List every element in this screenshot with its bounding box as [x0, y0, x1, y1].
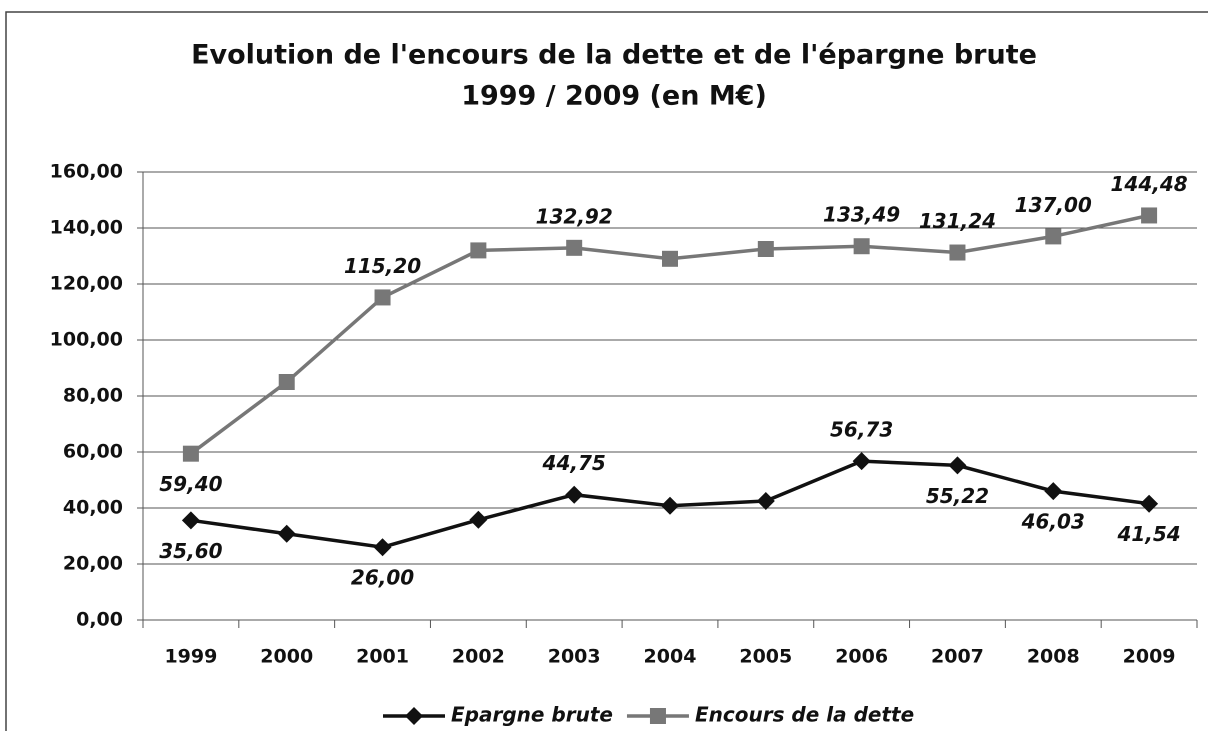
data-label: 44,75 [542, 451, 606, 475]
y-tick-label: 120,00 [50, 273, 123, 295]
point [662, 250, 678, 267]
point [1140, 494, 1159, 513]
data-label: 41,54 [1116, 522, 1180, 546]
data-label: 137,00 [1015, 193, 1092, 217]
point [1141, 207, 1158, 224]
chart-title: Evolution de l'encours de la dette et de… [191, 40, 1037, 71]
data-label: 35,60 [159, 539, 222, 563]
point [948, 456, 967, 475]
point [181, 511, 200, 530]
x-tick-label: 2005 [739, 646, 792, 668]
data-label: 133,49 [823, 203, 900, 227]
x-tick-label: 2004 [644, 646, 697, 668]
y-tick-label: 40,00 [63, 497, 123, 519]
legend-marker [649, 708, 666, 724]
point [469, 510, 488, 529]
data-label: 132,92 [536, 204, 613, 228]
y-tick-label: 100,00 [50, 329, 123, 351]
y-tick-label: 60,00 [63, 441, 123, 463]
data-label: 55,22 [926, 484, 989, 508]
x-tick-label: 2003 [548, 646, 601, 668]
point [182, 445, 199, 462]
point [373, 538, 392, 557]
x-tick-label: 1999 [164, 646, 217, 668]
data-label: 59,40 [159, 472, 222, 496]
x-tick-label: 2006 [835, 646, 888, 668]
point [374, 289, 391, 306]
point [1044, 482, 1063, 501]
data-label: 46,03 [1021, 510, 1085, 534]
point [757, 241, 774, 257]
point [277, 524, 296, 543]
legend-label: Encours de la dette [695, 703, 914, 727]
y-tick-label: 160,00 [50, 161, 123, 183]
y-tick-label: 80,00 [63, 385, 123, 407]
x-tick-label: 2008 [1027, 646, 1080, 668]
data-label: 144,48 [1110, 172, 1187, 196]
data-label: 115,20 [344, 254, 421, 278]
point [853, 238, 870, 255]
point [852, 452, 871, 471]
chart-border [5, 11, 1208, 731]
y-tick-label: 0,00 [76, 609, 123, 631]
y-tick-label: 20,00 [63, 553, 123, 575]
legend-label: Epargne brute [451, 703, 613, 727]
point [756, 492, 775, 510]
data-label: 56,73 [830, 418, 893, 442]
legend-marker [405, 707, 423, 725]
y-tick-label: 140,00 [50, 217, 123, 239]
x-tick-label: 2000 [260, 646, 313, 668]
point [1045, 228, 1062, 245]
chart-subtitle: 1999 / 2009 (en M€) [461, 81, 767, 112]
point [661, 496, 679, 515]
x-tick-label: 2001 [356, 646, 409, 668]
x-tick-label: 2002 [452, 646, 505, 668]
x-tick-label: 2007 [931, 646, 984, 668]
x-tick-label: 2009 [1123, 646, 1176, 668]
point [566, 239, 583, 256]
point [278, 374, 295, 390]
data-label: 26,00 [351, 566, 414, 590]
data-label: 131,24 [919, 209, 996, 233]
point [470, 242, 487, 259]
point [565, 485, 584, 504]
point [949, 244, 966, 261]
